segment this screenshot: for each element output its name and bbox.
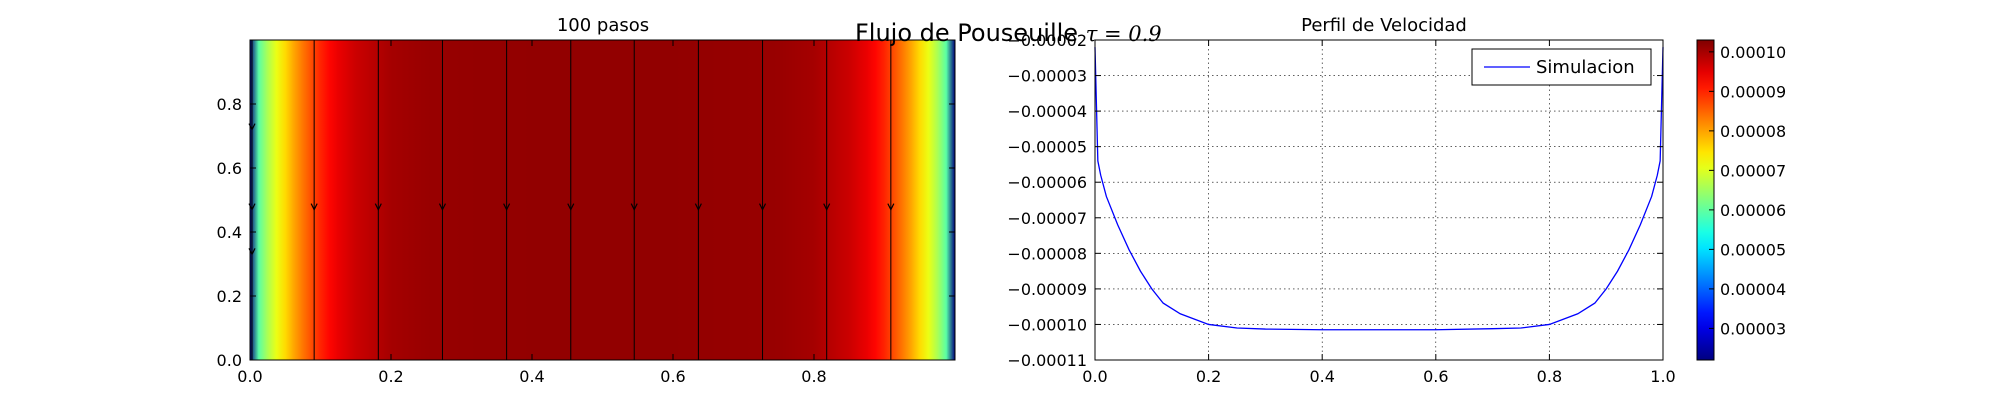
legend: Simulacion (1471, 48, 1652, 86)
colorbar-tick-label: 0.00009 (1720, 82, 1786, 101)
y-tick-label: 0.8 (217, 95, 242, 114)
y-tick-label: 0.2 (217, 287, 242, 306)
streamline-arrow (758, 203, 767, 211)
y-tick-label: −0.00010 (1007, 315, 1087, 334)
colorbar-tick-label: 0.00005 (1720, 240, 1786, 259)
colorbar: 0.00003 0.00004 0.00005 0.00006 0.00007 0.000… (1696, 39, 1786, 361)
streamline-arrow (503, 203, 511, 211)
y-tick-label: −0.00004 (1007, 102, 1087, 121)
y-tick-label: −0.00006 (1007, 173, 1087, 192)
x-tick-label: 0.4 (519, 367, 544, 386)
colorbar-tick-label: 0.00006 (1720, 201, 1786, 220)
y-tick-label: 0.4 (217, 223, 242, 242)
legend-label-simulacion: Simulacion (1536, 57, 1635, 78)
series-line-simulacion (1094, 47, 1664, 331)
y-tick-label: 0.6 (217, 159, 242, 178)
velocity-profile-title: Perfil de Velocidad (1301, 15, 1467, 36)
colorbar-tick-label: 0.00003 (1720, 319, 1786, 338)
streamline-arrow (374, 203, 382, 211)
x-tick-label: 0.8 (1537, 367, 1562, 386)
y-tick-label: −0.00011 (1007, 351, 1087, 370)
y-tick-label: −0.00003 (1007, 67, 1087, 86)
velocity-field-title: 100 pasos (557, 15, 649, 36)
colorbar-tick-label: 0.00007 (1720, 161, 1786, 180)
streamline-arrow (630, 203, 638, 211)
y-tick-label: −0.00008 (1007, 244, 1087, 263)
velocity-profile-x-axis: 0.0 0.2 0.4 0.6 0.8 1.0 (1082, 40, 1676, 386)
y-tick-label: −0.00002 (1007, 31, 1087, 50)
velocity-profile-background (1095, 40, 1663, 360)
streamline-arrow (438, 203, 447, 211)
colorbar-tick-label: 0.00010 (1720, 43, 1786, 62)
velocity-profile-axes: Perfil de Velocidad 0.0 0.2 0.4 0.6 0.8 1.0 −… (1007, 15, 1675, 386)
x-tick-label: 1.0 (1650, 367, 1675, 386)
velocity-field-frame (249, 39, 956, 361)
y-tick-label: −0.00005 (1007, 138, 1087, 157)
x-tick-label: 0.2 (1196, 367, 1221, 386)
figure-suptitle: Flujo de Pouseuille τ = 0.9 (855, 19, 1162, 47)
y-tick-label: −0.00007 (1007, 209, 1087, 228)
velocity-field-heatmap (250, 40, 955, 360)
velocity-profile-series (1094, 47, 1664, 331)
figure-suptitle-math: τ = 0.9 (1086, 22, 1162, 46)
colorbar-ticks: 0.00003 0.00004 0.00005 0.00006 0.00007 0.000… (1709, 43, 1786, 338)
streamlines (248, 40, 895, 360)
velocity-field-x-axis: 0.0 0.2 0.4 0.6 0.8 (237, 40, 827, 386)
x-tick-label: 0.6 (1423, 367, 1448, 386)
colorbar-frame (1696, 39, 1715, 361)
velocity-profile-frame (1094, 39, 1664, 361)
colorbar-tick-label: 0.00008 (1720, 122, 1786, 141)
x-tick-label: 0.0 (237, 367, 262, 386)
streamline-arrow (887, 203, 895, 211)
velocity-profile-y-axis: −0.00002 −0.00003 −0.00004 −0.00005 −0.00006… (1007, 31, 1663, 370)
velocity-field-y-axis: 0.0 0.2 0.4 0.6 0.8 (217, 95, 955, 370)
streamline-arrow (823, 203, 831, 211)
y-tick-label: −0.00009 (1007, 280, 1087, 299)
colorbar-tick-label: 0.00004 (1720, 280, 1786, 299)
x-tick-label: 0.8 (801, 367, 826, 386)
y-tick-label: 0.0 (217, 351, 242, 370)
x-tick-label: 0.6 (660, 367, 685, 386)
x-tick-label: 0.4 (1309, 367, 1334, 386)
figure-suptitle-text: Flujo de Pouseuille (855, 19, 1086, 47)
streamline-arrow (310, 203, 318, 211)
streamline-arrow (694, 203, 702, 211)
x-tick-label: 0.2 (378, 367, 403, 386)
colorbar-gradient (1697, 40, 1714, 360)
x-tick-label: 0.0 (1082, 367, 1107, 386)
velocity-field-axes: 100 pasos 0.0 0.2 0.4 0.6 0.8 0.00.20.40.60.… (217, 15, 956, 386)
streamline-arrow (567, 203, 575, 211)
